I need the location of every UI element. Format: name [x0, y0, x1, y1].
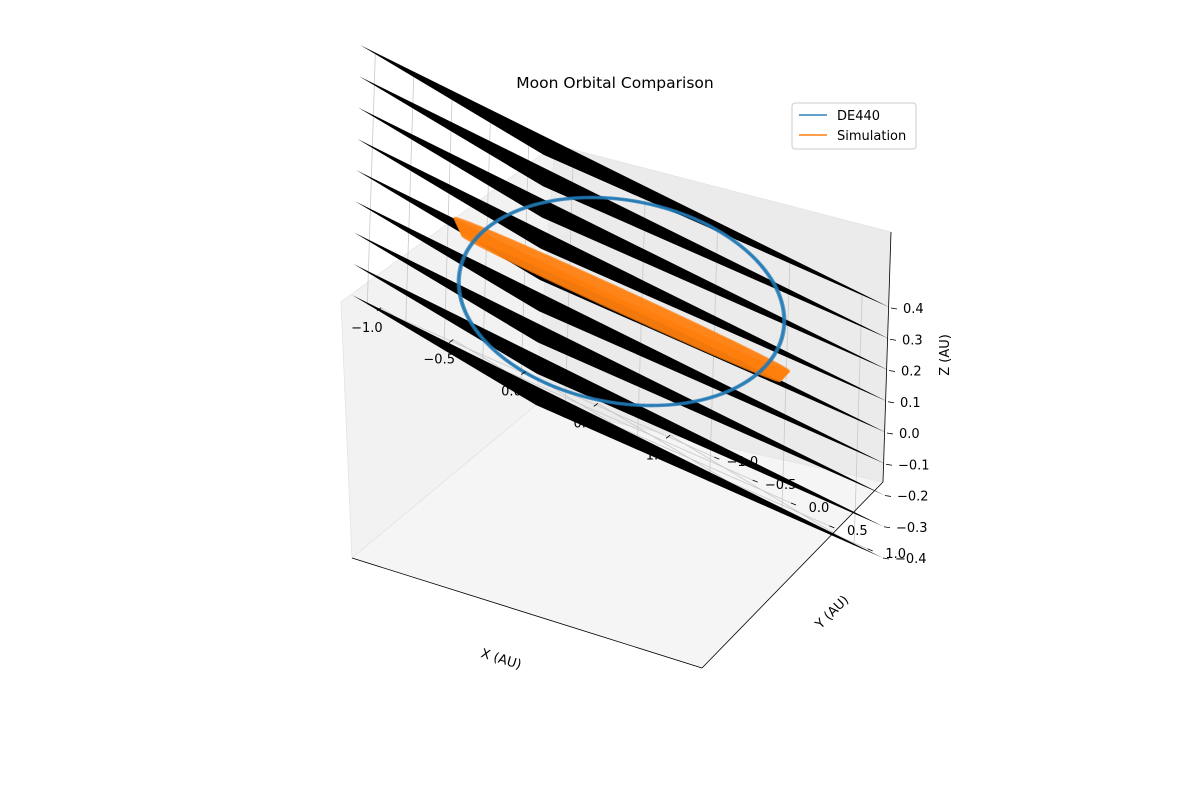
grid-line-z-2	[354, 232, 885, 496]
tick-layer: −1.0−0.50.00.51.0 −1.0−0.50.00.51.0−0.4−0…	[351, 302, 929, 567]
y-axis-line	[701, 481, 884, 669]
grid-line-z-3	[355, 201, 886, 465]
x-tick-3	[593, 403, 599, 407]
z-tick-label-4: 0.0	[899, 427, 920, 442]
z-tick-label-1: −0.3	[896, 521, 928, 536]
simulation-orbit-ring	[453, 216, 791, 373]
y-tick-0	[714, 456, 720, 460]
z-tick-label-0: −0.4	[895, 552, 927, 567]
grid-line-z-8	[360, 45, 891, 308]
z-tick-3	[885, 463, 893, 466]
x-axis-label: X (AU)	[479, 646, 523, 673]
grid-line-z-0	[352, 295, 883, 558]
series-layer	[453, 195, 791, 408]
z-axis-label: Z (AU)	[938, 334, 953, 376]
z-tick-1	[883, 526, 891, 529]
z-tick-8	[890, 307, 898, 310]
x-tick-2	[521, 371, 526, 375]
z-tick-label-5: 0.1	[900, 396, 921, 411]
grid-line-z-1	[353, 263, 884, 527]
x-tick-4	[665, 434, 671, 439]
de440-orbit-ring	[456, 195, 787, 408]
x-tick-label-0: −1.0	[351, 321, 383, 336]
z-tick-label-7: 0.3	[902, 333, 923, 348]
z-tick-label-6: 0.2	[901, 365, 922, 380]
z-axis-line	[882, 231, 892, 483]
x-tick-label-4: 1.0	[646, 448, 667, 463]
y-tick-label-0: −1.0	[727, 455, 759, 470]
z-tick-6	[888, 370, 896, 372]
z-tick-4	[886, 432, 894, 435]
grid-line-z-7	[359, 76, 890, 340]
z-tick-7	[889, 338, 897, 341]
series-de440	[456, 195, 787, 408]
x-tick-label-3: 0.5	[573, 416, 594, 431]
y-tick-4	[867, 548, 873, 552]
y-tick-label-3: 0.5	[847, 524, 868, 539]
z-tick-label-3: −0.1	[898, 458, 930, 473]
y-tick-2	[790, 502, 797, 506]
y-axis-label: Y (AU)	[812, 593, 852, 633]
grid-line-y-1	[405, 77, 753, 481]
grid-line-x-4	[669, 295, 863, 546]
z-tick-label-2: −0.2	[897, 490, 929, 505]
x-tick-0	[376, 307, 382, 312]
y-tick-label-4: 1.0	[885, 547, 906, 562]
z-tick-label-8: 0.4	[903, 302, 924, 317]
y-tick-3	[829, 525, 835, 529]
y-tick-label-2: 0.0	[809, 501, 830, 516]
legend: DE440 Simulation	[791, 102, 917, 150]
grid-line-z-6	[358, 107, 889, 371]
x-axis-line	[351, 557, 703, 669]
z-tick-5	[887, 401, 895, 404]
chart-title: Moon Orbital Comparison	[516, 74, 713, 92]
z-tick-2	[884, 495, 892, 497]
x-tick-label-2: 0.0	[501, 385, 522, 400]
z-tick-0	[882, 557, 890, 560]
y-tick-1	[752, 479, 758, 483]
y-tick-label-1: −0.5	[765, 478, 797, 493]
grid-line-z-5	[357, 138, 888, 402]
x-tick-1	[448, 339, 454, 343]
x-tick-label-1: −0.5	[423, 353, 455, 368]
legend-label-simulation: Simulation	[837, 129, 906, 144]
legend-label-de440: DE440	[837, 109, 880, 124]
